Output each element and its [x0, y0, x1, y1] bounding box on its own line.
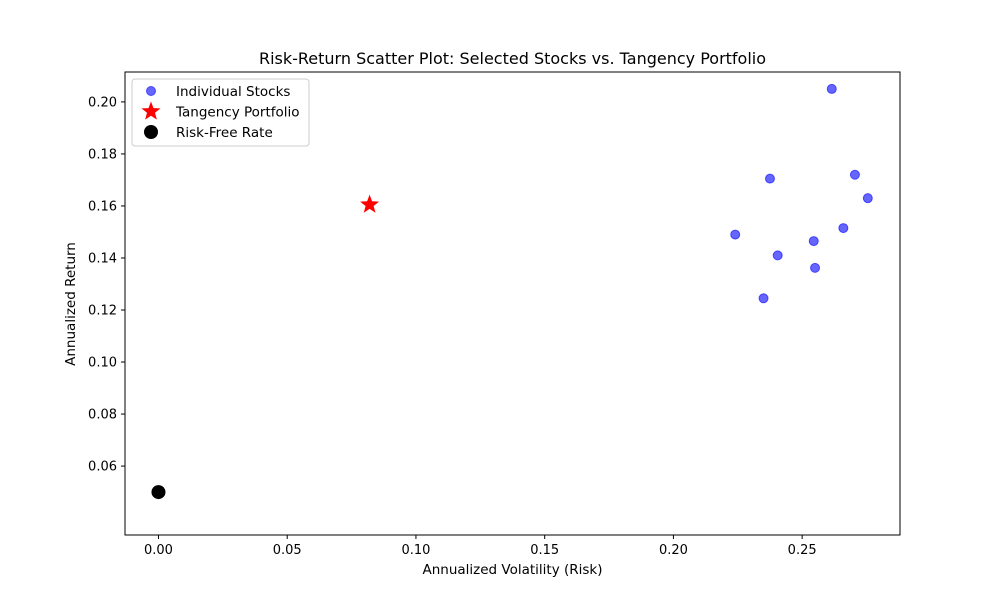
- x-axis-label: Annualized Volatility (Risk): [422, 562, 602, 578]
- individual-stocks-point: [758, 293, 769, 304]
- individual-stocks-point: [826, 83, 837, 94]
- individual-stocks-point: [862, 193, 873, 204]
- x-axis-ticks: 0.00 0.05 0.10 0.15 0.20 0.25: [144, 535, 817, 558]
- legend-marker-risk-free-rate: [144, 125, 158, 139]
- chart-title: Risk-Return Scatter Plot: Selected Stock…: [259, 49, 766, 68]
- individual-stocks-point: [810, 262, 821, 273]
- legend-label-risk-free-rate: Risk-Free Rate: [176, 125, 273, 141]
- plot-area: [124, 71, 901, 536]
- y-tick-label: 0.16: [88, 199, 117, 214]
- risk-free-rate-point: [151, 485, 166, 500]
- y-axis-label: Annualized Return: [63, 242, 79, 366]
- legend-marker-tangency-portfolio: [141, 101, 161, 120]
- individual-stocks-point: [808, 236, 819, 247]
- y-tick-label: 0.18: [88, 147, 117, 162]
- tangency-portfolio-point: [360, 194, 380, 213]
- y-axis-ticks: 0.06 0.08 0.10 0.12 0.14 0.16 0.18 0.20: [88, 95, 125, 475]
- x-tick-label: 0.05: [273, 543, 302, 558]
- data-points: [151, 83, 873, 500]
- individual-stocks-point: [838, 223, 849, 234]
- legend: Individual Stocks Tangency Portfolio Risk-…: [131, 78, 310, 147]
- x-tick-label: 0.20: [659, 543, 688, 558]
- y-tick-label: 0.20: [88, 95, 117, 110]
- plot-frame: [124, 71, 901, 536]
- y-tick-label: 0.06: [88, 460, 117, 475]
- y-tick-label: 0.12: [88, 304, 117, 319]
- legend-label-individual-stocks: Individual Stocks: [176, 84, 290, 100]
- individual-stocks-point: [849, 169, 860, 180]
- y-tick-label: 0.10: [88, 356, 117, 371]
- y-tick-label: 0.14: [88, 251, 117, 266]
- legend-marker-individual-stocks: [146, 86, 156, 96]
- individual-stocks-point: [764, 173, 775, 184]
- legend-box: [131, 78, 310, 147]
- x-tick-label: 0.00: [144, 543, 173, 558]
- x-tick-label: 0.15: [530, 543, 559, 558]
- y-tick-label: 0.08: [88, 408, 117, 423]
- x-tick-label: 0.25: [788, 543, 817, 558]
- individual-stocks-point: [772, 250, 783, 261]
- legend-label-tangency-portfolio: Tangency Portfolio: [175, 105, 300, 121]
- individual-stocks-point: [730, 229, 741, 240]
- x-tick-label: 0.10: [401, 543, 430, 558]
